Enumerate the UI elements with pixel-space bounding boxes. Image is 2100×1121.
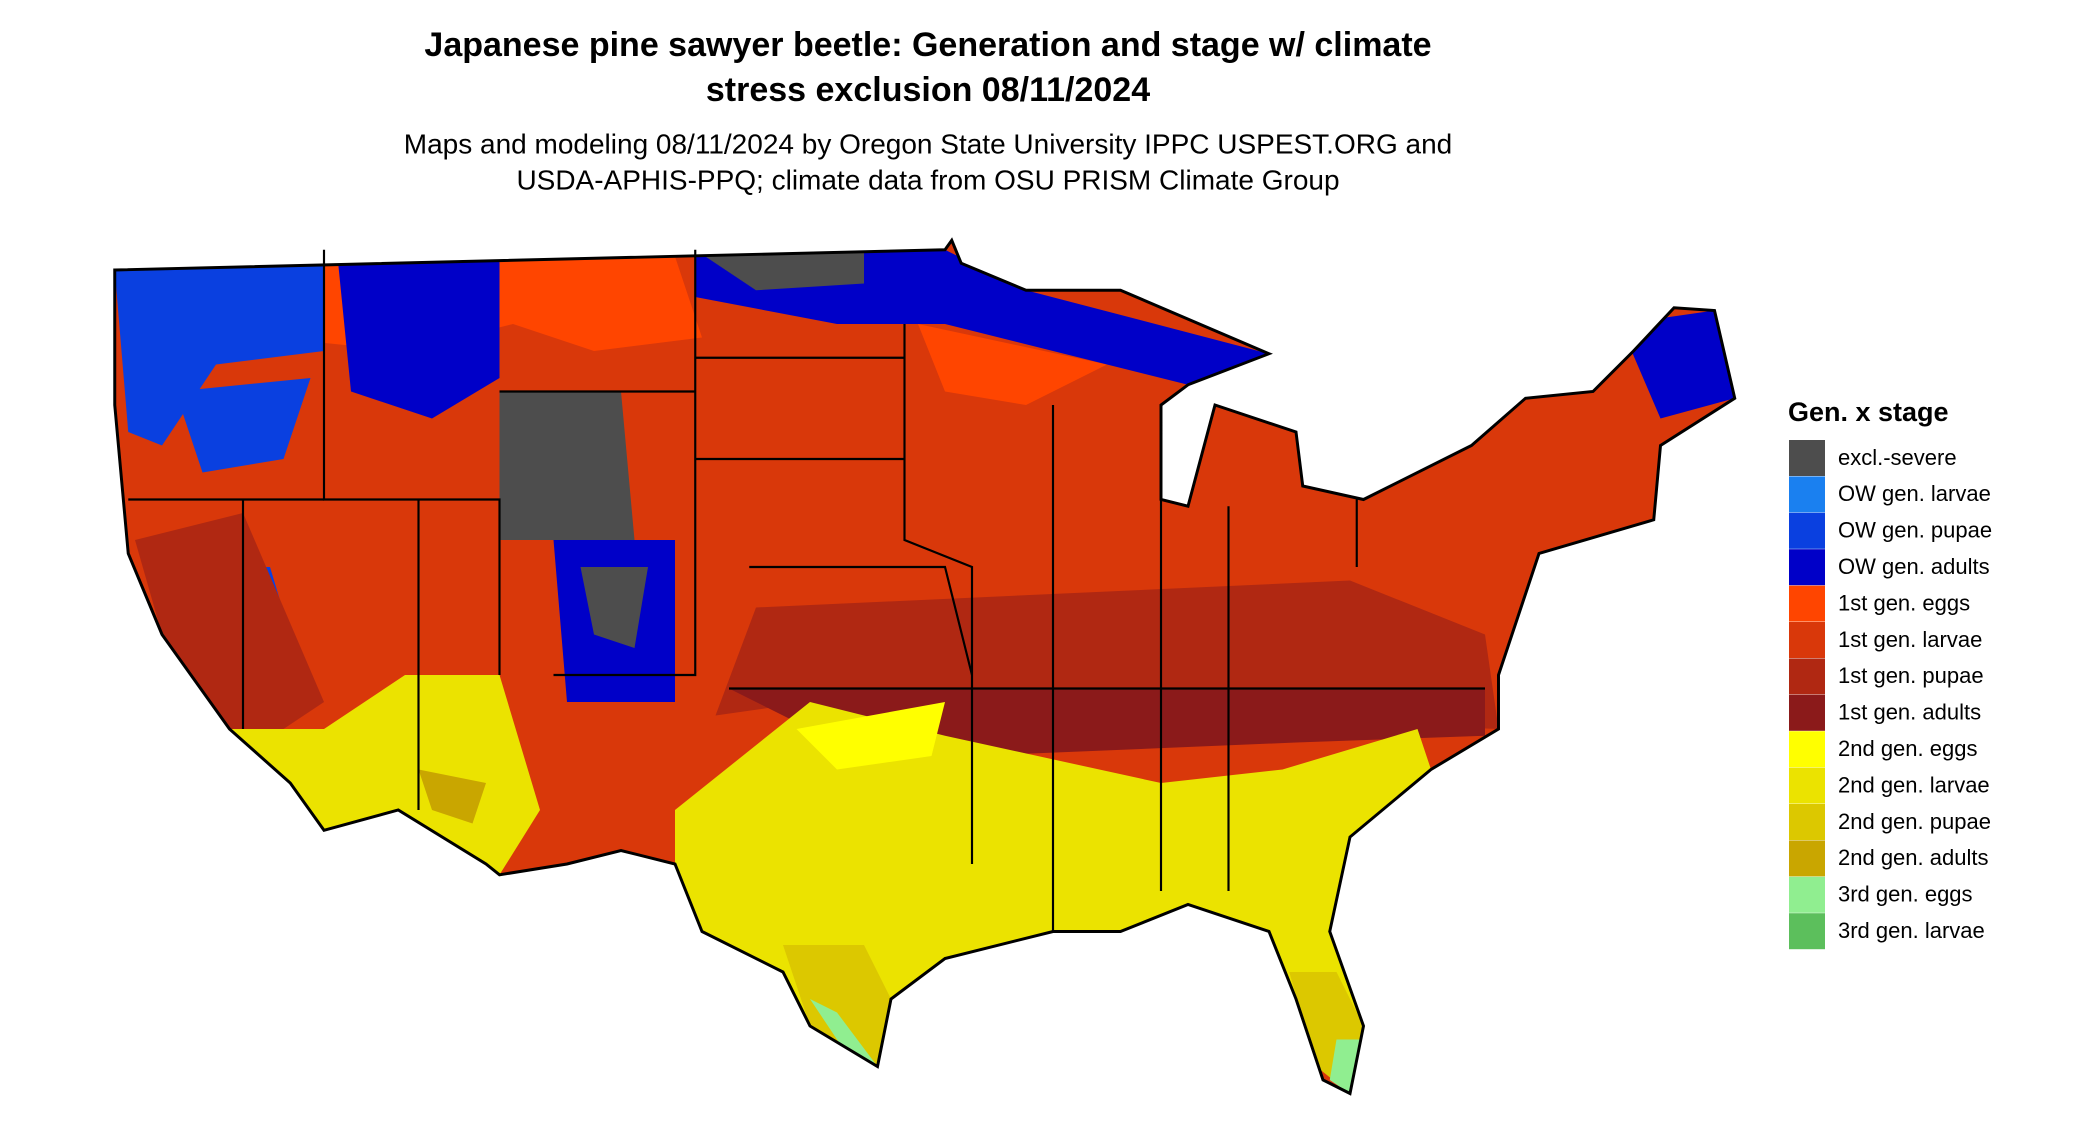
legend-label: 2nd gen. eggs [1838,736,1977,761]
title-line: stress exclusion 08/11/2024 [706,71,1150,109]
border-line [903,324,974,865]
legend-label: excl.-severe [1838,445,1957,470]
country-outline [113,237,1737,1096]
border-line [749,565,974,676]
map [113,237,1737,1096]
legend-label: 3rd gen. larvae [1838,918,1985,943]
legend-swatch [1789,767,1825,804]
region [499,391,635,540]
legend-label: OW gen. larvae [1838,481,1991,506]
region [783,945,891,1067]
region [695,249,864,291]
legend-swatch [1789,840,1825,877]
legend-label: 1st gen. adults [1838,700,1981,725]
legend-swatch [1789,549,1825,586]
subtitle-line: Maps and modeling 08/11/2024 by Oregon S… [404,128,1452,159]
legend-label: 1st gen. larvae [1838,627,1982,652]
legend-label: 2nd gen. pupae [1838,809,1991,834]
region [580,567,648,648]
region [1620,310,1735,419]
region [135,513,324,756]
legend-swatch [1789,804,1825,840]
legend-swatch [1789,731,1825,768]
legend-swatch [1789,913,1825,950]
legend-swatch [1789,440,1825,476]
region [1329,1039,1364,1094]
title-line: Japanese pine sawyer beetle: Generation … [424,26,1431,64]
legend-swatch [1789,585,1825,622]
border-line [322,249,501,676]
legend-label: OW gen. adults [1838,554,1990,579]
map-regions [114,240,1735,1094]
region [418,769,486,824]
legend-title: Gen. x stage [1788,397,1949,427]
legend-swatch [1789,876,1825,913]
legend-label: 3rd gen. eggs [1838,882,1973,907]
legend-swatch [1789,694,1825,731]
legend-label: 1st gen. eggs [1838,590,1970,615]
region [114,256,325,446]
legend-label: 2nd gen. larvae [1838,772,1990,797]
region [796,702,945,770]
region [229,675,540,875]
subtitle-line: USDA-APHIS-PPQ; climate data from OSU PR… [516,164,1339,195]
legend-label: OW gen. pupae [1838,518,1992,543]
region [810,999,878,1067]
legend-swatch [1789,512,1825,549]
region [175,378,311,473]
legend: Gen. x stage excl.-severe OW gen. larvae O… [1788,397,1992,950]
legend-swatch [1789,658,1825,695]
region [337,256,500,419]
legend-label: 1st gen. pupae [1838,663,1984,688]
state-borders [128,249,1486,932]
legend-swatch [1789,622,1825,658]
legend-label: 2nd gen. adults [1838,845,1988,870]
region [918,324,1107,405]
legend-swatch [1789,476,1825,513]
